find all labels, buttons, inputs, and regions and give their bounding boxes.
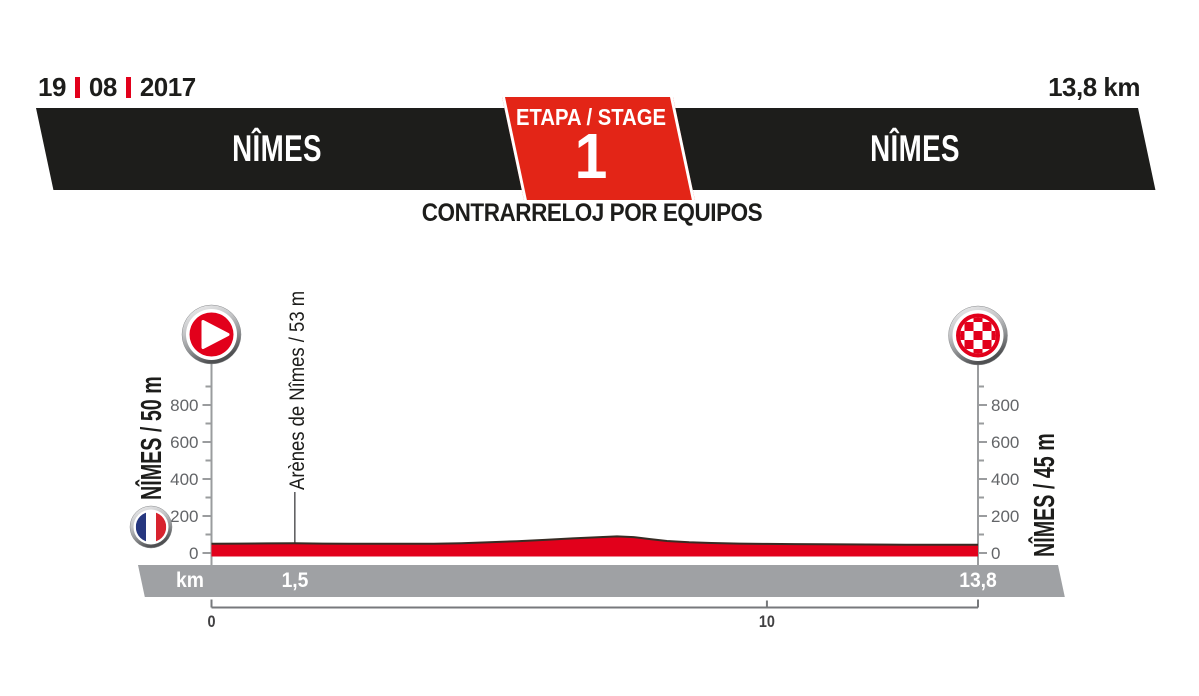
y-tick-label: 600 (170, 433, 198, 452)
stage-number: 1 (574, 120, 608, 192)
finish-city-label: NÎMES (870, 128, 960, 169)
profile-area (211, 536, 978, 557)
x-tick-label: 0 (207, 613, 215, 631)
stage-badge-label: ETAPA / STAGE (516, 104, 666, 130)
y-tick-label: 200 (170, 507, 198, 526)
waypoint-label: Arènes de Nîmes / 53 m (286, 291, 309, 490)
y-tick-label: 200 (991, 507, 1019, 526)
date-separator-icon (125, 77, 131, 98)
y-tick-label: 800 (991, 396, 1019, 415)
start-elevation-label: NÎMES / 50 m (135, 376, 168, 500)
date-day: 19 (38, 72, 66, 102)
y-tick-label: 0 (991, 544, 1000, 563)
date-separator-icon (74, 77, 80, 98)
y-tick-label: 400 (991, 470, 1019, 489)
france-flag-icon (129, 505, 173, 549)
km-bar (138, 565, 1065, 597)
y-tick-label: 400 (170, 470, 198, 489)
date-year: 2017 (139, 72, 196, 102)
y-tick-label: 600 (991, 433, 1019, 452)
finish-checkered-icon (948, 305, 1008, 366)
date-month: 08 (88, 72, 117, 102)
stage-type-label: CONTRARRELOJ POR EQUIPOS (421, 199, 763, 227)
km-bar-waypoint-label: 1,5 (281, 569, 309, 592)
y-tick-label: 0 (189, 544, 198, 563)
km-bar-unit-label: km (176, 569, 204, 592)
finish-elevation-label: NÎMES / 45 m (1028, 433, 1061, 557)
total-distance: 13,8 km (1048, 72, 1140, 102)
y-tick-label: 800 (170, 396, 198, 415)
start-play-icon (181, 304, 242, 365)
km-bar-end-label: 13,8 (959, 569, 997, 592)
stage-date: 19 08 2017 (38, 72, 196, 103)
x-tick-label: 10 (759, 613, 775, 631)
start-city-label: NÎMES (232, 128, 322, 169)
profile-top-stroke (211, 535, 978, 546)
